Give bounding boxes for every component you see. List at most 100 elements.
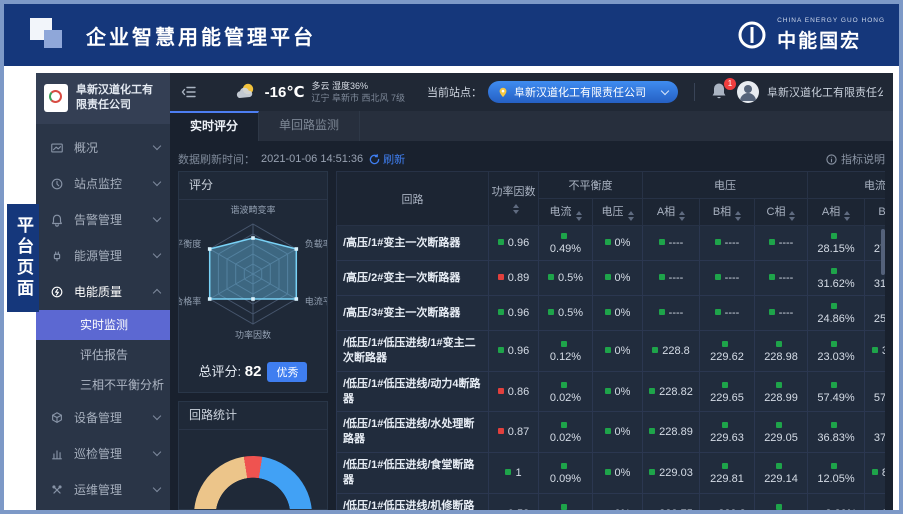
- status-dot: [497, 274, 504, 280]
- status-dot: [547, 274, 554, 280]
- metric-cell: ----: [642, 260, 700, 296]
- status-dot: [649, 387, 656, 394]
- status-dot: [831, 268, 838, 274]
- sidebar-menu: 概况站点监控告警管理 能源管理电能质量实时监测评估报告三相不平衡分析设备管理巡检管…: [36, 124, 170, 510]
- col-电压-B相[interactable]: B相: [699, 198, 755, 226]
- table-scrollbar[interactable]: [881, 229, 885, 275]
- metric-cell: 0.86: [488, 370, 539, 413]
- refresh-button[interactable]: 刷新: [369, 151, 405, 167]
- status-dot: [776, 381, 783, 388]
- col-电流负载率-A相[interactable]: A相: [807, 198, 866, 226]
- metric-cell: 12.05%: [807, 452, 866, 494]
- status-dot: [776, 422, 783, 429]
- sidebar: 阜新汉道化工有限责任公司 概况 站点监控 告警管理 能源管理 电能质量 实时监测 评估报告三…: [36, 73, 170, 510]
- sidebar-item-站点监控[interactable]: 站点监控: [36, 166, 170, 202]
- table-row[interactable]: /低压/1#低压进线/食堂断路器 1 0.09% 0% 229.03 229.81 229.…: [336, 452, 885, 494]
- table-row[interactable]: /高压/2#变主一次断路器 0.89 0.5% 0% ---- ---- ---- 31.62…: [336, 260, 885, 296]
- sort-icon: [512, 204, 519, 214]
- sidebar-item-电能质量[interactable]: 电能质量: [36, 274, 170, 310]
- table-row[interactable]: /低压/1#低压进线/动力4断路器 0.86 0.02% 0% 228.82 229.65…: [336, 370, 885, 413]
- refresh-icon: [369, 153, 380, 164]
- alarm-icon: [52, 214, 62, 227]
- sidebar-item-运维管理[interactable]: 运维管理: [36, 472, 170, 508]
- status-dot: [560, 233, 567, 239]
- metric-cell: 228.8: [642, 330, 700, 372]
- collapse-sidebar-icon[interactable]: [180, 83, 198, 101]
- table-row[interactable]: /低压/1#低压进线/水处理断路器 0.87 0.02% 0% 228.89 229.63…: [336, 411, 885, 454]
- status-dot: [722, 422, 728, 429]
- status-dot: [497, 428, 504, 435]
- overview-icon: [51, 143, 63, 153]
- tab-realtime-score[interactable]: 实时评分: [170, 111, 260, 141]
- indicator-help-link[interactable]: 指标说明: [826, 151, 885, 167]
- col-power-factor[interactable]: 功率因数: [488, 171, 539, 226]
- sidebar-item-系统状态[interactable]: 系统状态: [36, 508, 170, 510]
- col-电流负载率-B相[interactable]: B相: [864, 198, 885, 226]
- status-dot: [560, 381, 567, 388]
- chevron-icon: [152, 484, 162, 493]
- metric-cell: 0.53: [488, 492, 539, 510]
- status-dot: [831, 233, 838, 239]
- metric-cell: 27.84%: [864, 225, 885, 261]
- circuit-name: /低压/1#低压进线/动力4断路器: [336, 370, 489, 413]
- sidebar-item-label: 运维管理: [74, 483, 123, 498]
- table-row[interactable]: /高压/1#变主一次断路器 0.96 0.49% 0% ---- ---- ---- 28.1…: [336, 225, 885, 261]
- station-selector[interactable]: 阜新汉道化工有限责任公司: [488, 81, 678, 103]
- status-dot: [604, 239, 611, 245]
- platform-logo-icon: [30, 16, 70, 54]
- station-value: 阜新汉道化工有限责任公司: [514, 87, 646, 99]
- status-dot: [714, 309, 721, 315]
- table-row[interactable]: /高压/3#变主一次断路器 0.96 0.5% 0% ---- ---- ---- 24.86…: [336, 295, 885, 331]
- col-电压-C相[interactable]: C相: [753, 198, 809, 226]
- sidebar-subitem-三相不平衡分析[interactable]: 三相不平衡分析: [80, 377, 165, 392]
- status-dot: [604, 468, 611, 475]
- metric-cell: 229.65: [699, 370, 755, 413]
- metric-cell: 229.05: [753, 411, 809, 454]
- status-dot: [722, 340, 728, 347]
- sidebar-item-label: 电能质量: [74, 285, 123, 300]
- col-电压-A相[interactable]: A相: [642, 198, 700, 226]
- metric-cell: 57.31%: [864, 370, 885, 413]
- col-不平衡度-电压[interactable]: 电压: [592, 198, 643, 226]
- tab-single-circuit[interactable]: 单回路监测: [259, 111, 361, 141]
- sidebar-item-概况[interactable]: 概况: [36, 130, 170, 166]
- chevron-icon: [152, 448, 162, 457]
- sidebar-item-告警管理[interactable]: 告警管理: [36, 202, 170, 238]
- sort-icon: [735, 211, 742, 221]
- sort-icon: [575, 211, 582, 221]
- table-row[interactable]: /低压/1#低压进线/机修断路器0.530.21%0%228.75229.822…: [336, 492, 885, 510]
- metric-cell: 1: [488, 452, 539, 494]
- notifications-button[interactable]: 1: [711, 78, 736, 102]
- sidebar-item-设备管理[interactable]: 设备管理: [36, 400, 170, 436]
- brand-block: CHINA ENERGY GUO HONG 中能国宏: [735, 17, 885, 53]
- status-dot: [604, 428, 611, 435]
- circuit-name: /低压/1#低压进线/食堂断路器: [336, 452, 489, 494]
- status-dot: [560, 422, 567, 429]
- sidebar-item-label: 站点监控: [74, 177, 123, 192]
- metric-cell: 0.09%: [538, 452, 593, 494]
- metric-cell: ----: [699, 225, 755, 261]
- col-不平衡度-电流[interactable]: 电流: [538, 198, 593, 226]
- status-dot: [871, 346, 878, 353]
- sidebar-item-巡检管理[interactable]: 巡检管理: [36, 436, 170, 472]
- svg-text:谐波畸变率: 谐波畸变率: [230, 204, 275, 215]
- sidebar-item-能源管理[interactable]: 能源管理: [36, 238, 170, 274]
- metric-cell: ----: [753, 295, 809, 331]
- avatar[interactable]: [737, 81, 759, 103]
- metric-cell: 229.14: [753, 492, 809, 510]
- circuit-panel-title: 回路统计: [179, 402, 327, 430]
- metric-cell: 36.83%: [807, 411, 866, 454]
- sidebar-subitem-评估报告[interactable]: 评估报告: [80, 347, 129, 362]
- circuit-name: /低压/1#低压进线/机修断路器: [336, 492, 489, 510]
- chevron-icon: [152, 289, 162, 298]
- refresh-time-value: 2021-01-06 14:51:36: [261, 153, 364, 165]
- sort-icon: [627, 211, 634, 221]
- status-dot: [768, 274, 775, 280]
- brand-name: 中能国宏: [777, 31, 862, 52]
- status-dot: [560, 340, 567, 347]
- chevron-icon: [152, 178, 162, 187]
- sidebar-subitem-实时监测[interactable]: 实时监测: [36, 309, 170, 340]
- sidebar-item-label: 巡检管理: [74, 447, 123, 462]
- table-row[interactable]: /低压/1#低压进线/1#变主二次断路器 0.96 0.12% 0% 228.8 229.…: [336, 330, 885, 372]
- status-dot: [831, 462, 838, 469]
